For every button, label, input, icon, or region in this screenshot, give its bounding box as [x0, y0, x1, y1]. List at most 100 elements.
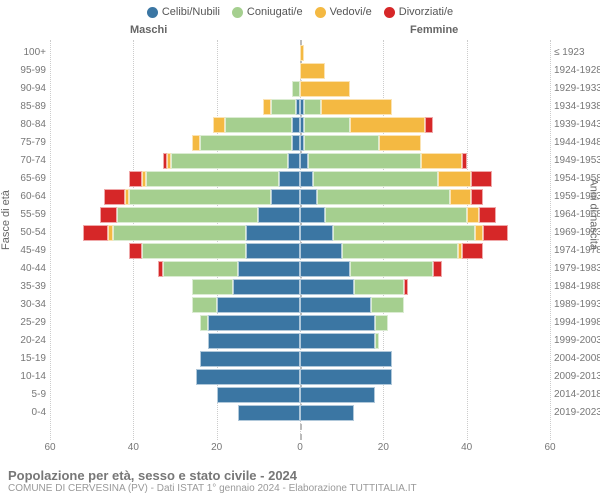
bar-segment-widowed — [438, 171, 471, 187]
bar-segment-single — [300, 405, 354, 421]
bar-segment-married — [375, 333, 379, 349]
birth-year-label: 1974-1978 — [554, 242, 600, 260]
legend-item: Vedovi/e — [315, 6, 372, 18]
x-tick-label: 20 — [211, 442, 222, 453]
age-band-label: 25-29 — [2, 314, 46, 332]
age-row: 65-691954-1958 — [50, 170, 550, 188]
age-row: 80-841939-1943 — [50, 116, 550, 134]
bar-segment-divorced — [433, 261, 441, 277]
bar-segment-married — [200, 135, 292, 151]
bar-segment-divorced — [483, 225, 508, 241]
bar-segment-single — [292, 117, 300, 133]
bar-segment-widowed — [300, 81, 350, 97]
bar-segment-married — [171, 153, 288, 169]
bar-segment-married — [200, 315, 208, 331]
bar-segment-married — [313, 171, 438, 187]
bar-segment-single — [300, 279, 354, 295]
bar-segment-single — [200, 351, 300, 367]
age-row: 0-42019-2023 — [50, 404, 550, 422]
bar-segment-single — [246, 225, 300, 241]
age-band-label: 30-34 — [2, 296, 46, 314]
x-tick-label: 20 — [378, 442, 389, 453]
bar-segment-married — [163, 261, 238, 277]
birth-year-label: 2009-2013 — [554, 368, 600, 386]
bar-male — [263, 99, 300, 115]
bar-male — [208, 333, 300, 349]
bar-segment-married — [292, 81, 300, 97]
bar-segment-single — [288, 153, 301, 169]
bar-segment-widowed — [321, 99, 392, 115]
bar-segment-single — [300, 369, 392, 385]
bar-segment-single — [300, 153, 308, 169]
bar-segment-divorced — [471, 189, 484, 205]
age-band-label: 5-9 — [2, 386, 46, 404]
bar-segment-widowed — [475, 225, 483, 241]
age-row: 20-241999-2003 — [50, 332, 550, 350]
bar-segment-married — [146, 171, 279, 187]
bar-segment-single — [300, 243, 342, 259]
bar-segment-single — [217, 387, 300, 403]
bar-segment-widowed — [450, 189, 471, 205]
bar-segment-single — [300, 225, 333, 241]
bar-segment-single — [208, 315, 300, 331]
age-row: 55-591964-1968 — [50, 206, 550, 224]
bar-segment-divorced — [462, 153, 466, 169]
bar-female — [300, 63, 325, 79]
bar-segment-divorced — [104, 189, 125, 205]
column-header-female: Femmine — [410, 24, 458, 36]
birth-year-label: 1964-1968 — [554, 206, 600, 224]
age-band-label: 70-74 — [2, 152, 46, 170]
birth-year-label: 1984-1988 — [554, 278, 600, 296]
bar-segment-married — [375, 315, 388, 331]
bar-segment-single — [300, 171, 313, 187]
bar-male — [217, 387, 300, 403]
bar-segment-married — [350, 261, 433, 277]
bar-segment-married — [113, 225, 246, 241]
bar-segment-single — [300, 189, 317, 205]
bar-segment-widowed — [213, 117, 226, 133]
footer-subtitle: COMUNE DI CERVESINA (PV) - Dati ISTAT 1°… — [8, 483, 417, 494]
column-header-male: Maschi — [130, 24, 167, 36]
bar-segment-divorced — [100, 207, 117, 223]
bar-male — [129, 171, 300, 187]
bar-female — [300, 297, 404, 313]
bar-female — [300, 225, 508, 241]
bar-female — [300, 333, 379, 349]
bar-segment-married — [342, 243, 459, 259]
age-band-label: 40-44 — [2, 260, 46, 278]
age-row: 95-991924-1928 — [50, 62, 550, 80]
bar-segment-single — [279, 171, 300, 187]
age-band-label: 20-24 — [2, 332, 46, 350]
legend-label: Coniugati/e — [247, 6, 303, 18]
bar-male — [100, 207, 300, 223]
age-band-label: 75-79 — [2, 134, 46, 152]
bar-segment-single — [246, 243, 300, 259]
bar-segment-divorced — [471, 171, 492, 187]
bar-female — [300, 405, 354, 421]
bar-segment-single — [196, 369, 300, 385]
legend-item: Coniugati/e — [232, 6, 303, 18]
bar-segment-married — [354, 279, 404, 295]
age-band-label: 85-89 — [2, 98, 46, 116]
bar-segment-married — [304, 117, 350, 133]
age-row: 90-941929-1933 — [50, 80, 550, 98]
bar-segment-single — [300, 315, 375, 331]
birth-year-label: 2004-2008 — [554, 350, 600, 368]
bar-segment-divorced — [404, 279, 408, 295]
gridline — [550, 40, 551, 440]
bar-segment-single — [238, 405, 301, 421]
bar-segment-widowed — [421, 153, 463, 169]
legend-label: Divorziati/e — [399, 6, 453, 18]
x-tick-label: 0 — [297, 442, 303, 453]
bar-female — [300, 45, 304, 61]
age-row: 25-291994-1998 — [50, 314, 550, 332]
bar-segment-single — [300, 207, 325, 223]
bar-segment-married — [333, 225, 475, 241]
x-tick-label: 40 — [461, 442, 472, 453]
bar-male — [104, 189, 300, 205]
age-band-label: 45-49 — [2, 242, 46, 260]
bar-segment-single — [300, 351, 392, 367]
age-row: 5-92014-2018 — [50, 386, 550, 404]
bar-segment-divorced — [462, 243, 483, 259]
bar-segment-single — [208, 333, 300, 349]
